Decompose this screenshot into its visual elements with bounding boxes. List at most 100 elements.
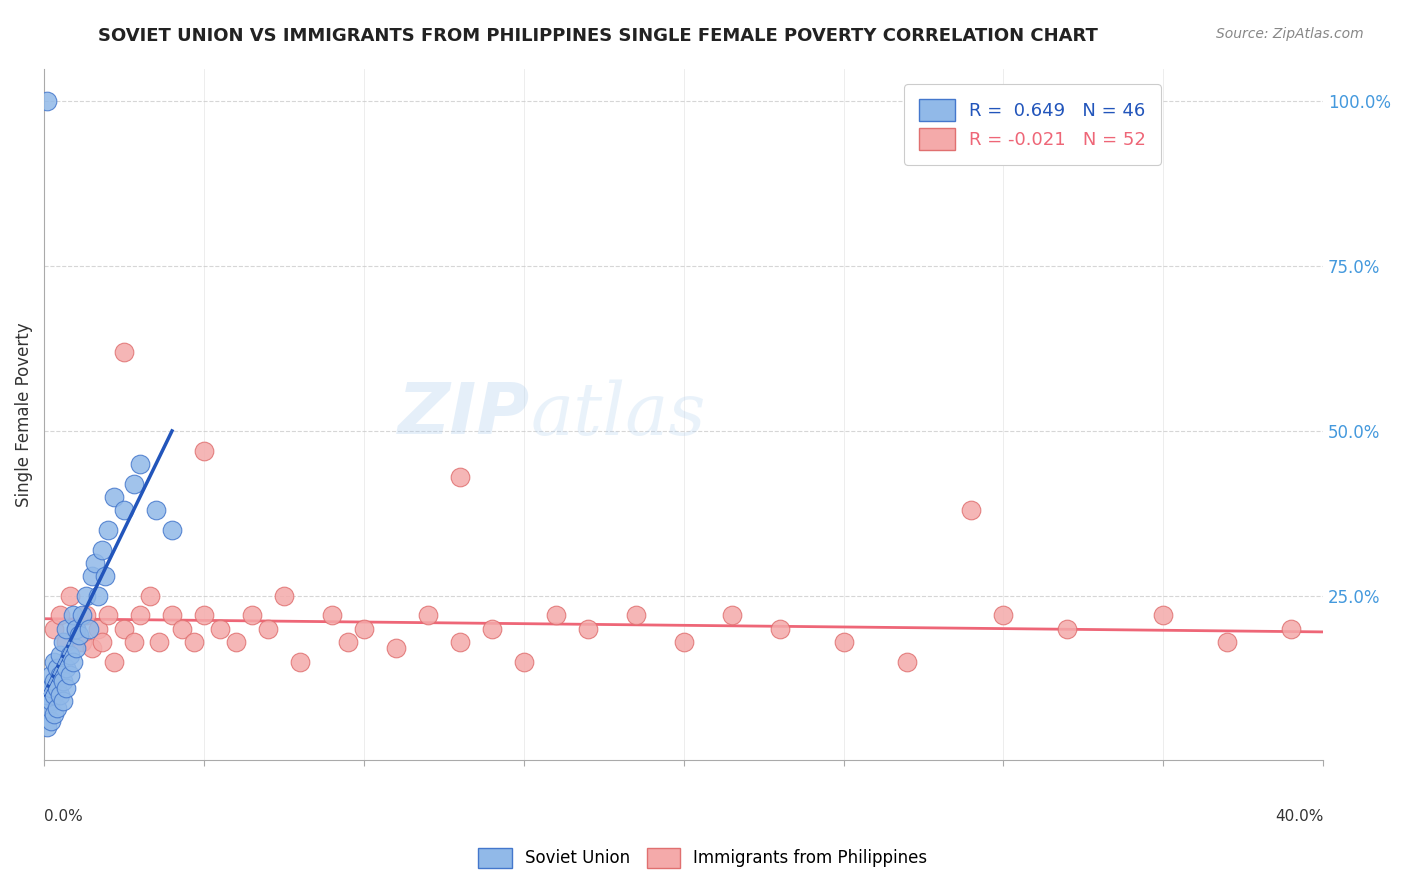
Point	[832, 634, 855, 648]
Point	[62, 608, 84, 623]
Point	[1279, 622, 1302, 636]
Point	[55, 634, 77, 648]
Point	[138, 589, 160, 603]
Point	[336, 634, 359, 648]
Point	[65, 641, 87, 656]
Point	[720, 608, 742, 623]
Point	[37, 95, 59, 109]
Point	[39, 714, 62, 728]
Point	[37, 721, 59, 735]
Point	[183, 634, 205, 648]
Point	[416, 608, 439, 623]
Point	[122, 634, 145, 648]
Point	[129, 457, 152, 471]
Point	[72, 634, 94, 648]
Point	[97, 523, 120, 537]
Point	[112, 622, 135, 636]
Point	[42, 707, 65, 722]
Point	[42, 655, 65, 669]
Point	[160, 523, 183, 537]
Point	[49, 688, 72, 702]
Point	[624, 608, 647, 623]
Point	[87, 589, 110, 603]
Point	[39, 667, 62, 681]
Point	[768, 622, 790, 636]
Point	[160, 608, 183, 623]
Point	[87, 622, 110, 636]
Point	[90, 634, 112, 648]
Text: SOVIET UNION VS IMMIGRANTS FROM PHILIPPINES SINGLE FEMALE POVERTY CORRELATION CH: SOVIET UNION VS IMMIGRANTS FROM PHILIPPI…	[98, 27, 1098, 45]
Point	[90, 542, 112, 557]
Point	[97, 608, 120, 623]
Point	[39, 694, 62, 708]
Point	[72, 608, 94, 623]
Point	[193, 608, 215, 623]
Point	[544, 608, 567, 623]
Point	[273, 589, 295, 603]
Point	[481, 622, 503, 636]
Point	[672, 634, 695, 648]
Legend: Soviet Union, Immigrants from Philippines: Soviet Union, Immigrants from Philippine…	[471, 841, 935, 875]
Point	[62, 655, 84, 669]
Point	[1152, 608, 1174, 623]
Point	[1216, 634, 1239, 648]
Point	[1056, 622, 1078, 636]
Text: atlas: atlas	[530, 379, 706, 450]
Point	[49, 648, 72, 662]
Point	[45, 700, 67, 714]
Point	[112, 344, 135, 359]
Point	[52, 674, 75, 689]
Point	[112, 503, 135, 517]
Point	[77, 622, 100, 636]
Text: Source: ZipAtlas.com: Source: ZipAtlas.com	[1216, 27, 1364, 41]
Point	[225, 634, 247, 648]
Point	[148, 634, 170, 648]
Point	[55, 661, 77, 675]
Point	[103, 655, 125, 669]
Point	[288, 655, 311, 669]
Point	[576, 622, 599, 636]
Point	[65, 622, 87, 636]
Point	[55, 681, 77, 695]
Point	[193, 443, 215, 458]
Point	[75, 608, 97, 623]
Point	[145, 503, 167, 517]
Point	[80, 641, 103, 656]
Point	[42, 674, 65, 689]
Point	[37, 688, 59, 702]
Point	[59, 667, 82, 681]
Legend: R =  0.649   N = 46, R = -0.021   N = 52: R = 0.649 N = 46, R = -0.021 N = 52	[904, 85, 1160, 165]
Point	[84, 556, 107, 570]
Point	[52, 634, 75, 648]
Text: 40.0%: 40.0%	[1275, 809, 1323, 824]
Point	[67, 628, 90, 642]
Point	[52, 694, 75, 708]
Text: 0.0%: 0.0%	[44, 809, 83, 824]
Point	[257, 622, 280, 636]
Point	[49, 667, 72, 681]
Point	[42, 622, 65, 636]
Point	[122, 476, 145, 491]
Point	[449, 634, 471, 648]
Point	[42, 688, 65, 702]
Point	[385, 641, 408, 656]
Point	[321, 608, 343, 623]
Point	[208, 622, 231, 636]
Point	[449, 470, 471, 484]
Point	[37, 700, 59, 714]
Point	[993, 608, 1015, 623]
Point	[129, 608, 152, 623]
Point	[59, 589, 82, 603]
Point	[240, 608, 263, 623]
Point	[55, 622, 77, 636]
Point	[59, 648, 82, 662]
Point	[45, 681, 67, 695]
Point	[49, 608, 72, 623]
Point	[103, 490, 125, 504]
Point	[45, 661, 67, 675]
Point	[513, 655, 536, 669]
Point	[94, 569, 117, 583]
Y-axis label: Single Female Poverty: Single Female Poverty	[15, 322, 32, 507]
Point	[75, 589, 97, 603]
Point	[960, 503, 983, 517]
